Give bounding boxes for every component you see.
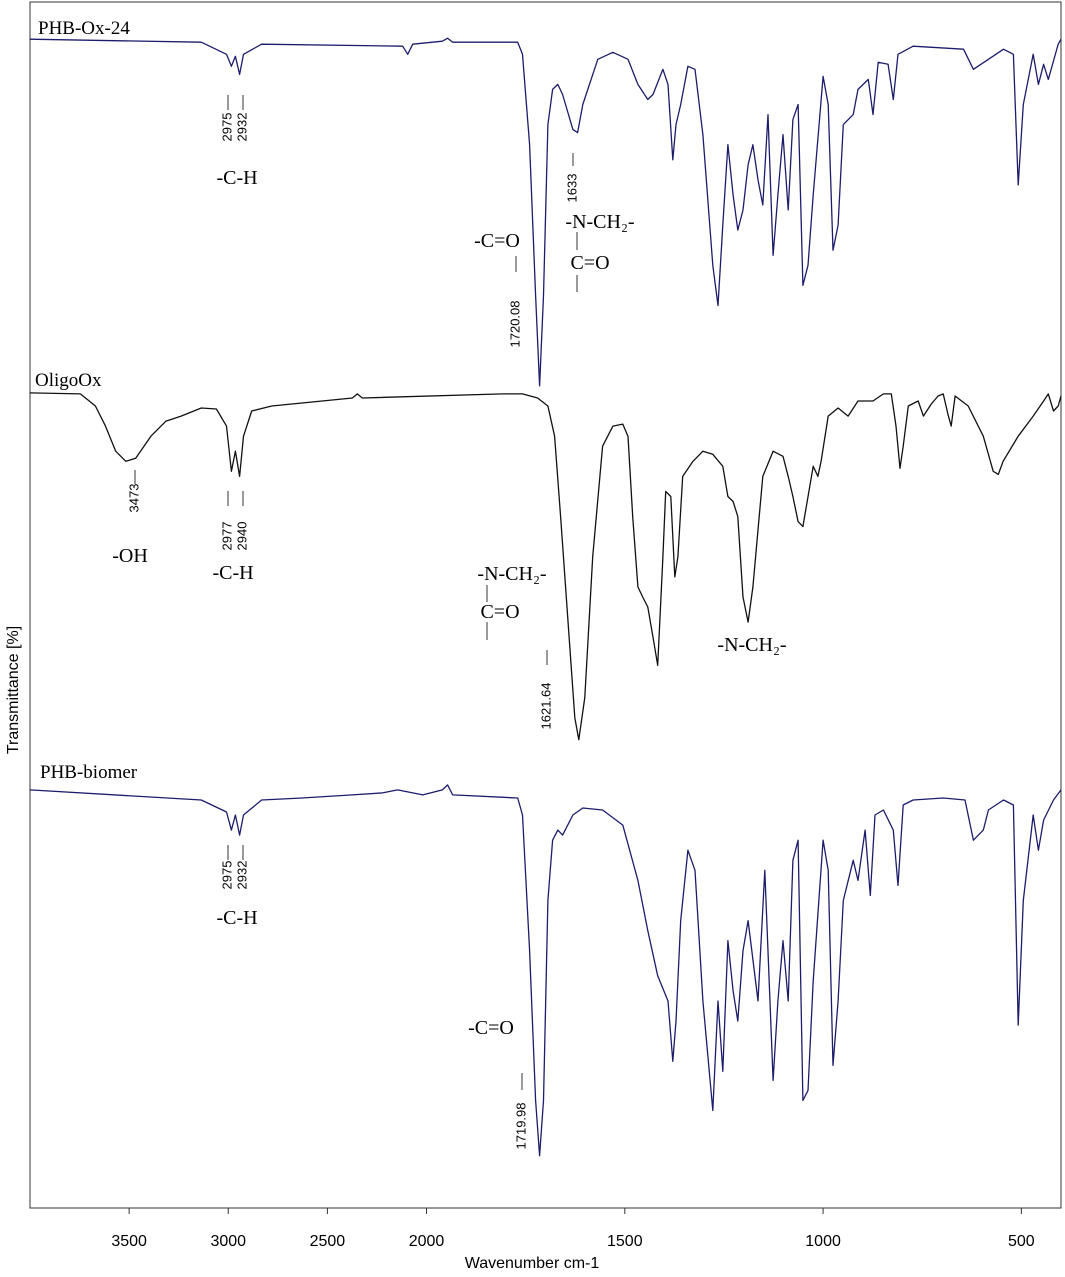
- annotation: -N-CH₂-: [565, 211, 634, 233]
- spectrum-line: [29, 392, 1062, 741]
- annotation: -C-H: [216, 167, 257, 189]
- annotation: C=O: [480, 601, 519, 623]
- annotation: 1633: [564, 174, 579, 203]
- annotation: 3473: [126, 484, 141, 513]
- series-label: PHB-biomer: [40, 762, 138, 783]
- annotation: 2932: [234, 113, 249, 142]
- annotation: 1621.64: [538, 683, 553, 730]
- y-axis-label: Transmittance [%]: [5, 626, 22, 754]
- series-label: OligoOx: [35, 370, 102, 391]
- annotation: 2940: [234, 522, 249, 551]
- annotation: -C-H: [216, 907, 257, 929]
- annotation: 1720.08: [507, 301, 522, 348]
- annotation: -N-CH₂-: [477, 563, 546, 585]
- annotation: -C=O: [474, 230, 520, 252]
- x-axis-label: Wavenumber cm-1: [465, 1255, 600, 1272]
- annotation-leaders: [134, 95, 578, 1090]
- plot-frame: [29, 1, 1062, 1209]
- spectrum-line: [29, 784, 1062, 1157]
- x-tick-label: 2500: [310, 1233, 346, 1250]
- annotation: 1719.98: [513, 1103, 528, 1150]
- annotation: -N-CH₂-: [717, 634, 786, 656]
- x-tick-label: 3500: [111, 1233, 147, 1250]
- annotation: -C-H: [212, 562, 253, 584]
- x-tick-label: 1000: [805, 1233, 841, 1250]
- x-tick-label: 1500: [607, 1233, 643, 1250]
- annotation: 2975: [219, 113, 234, 142]
- annotation: -OH: [112, 545, 148, 567]
- spectrum-line: [29, 37, 1062, 387]
- annotation: C=O: [570, 252, 609, 274]
- annotation: 2977: [219, 522, 234, 551]
- x-tick-label: 3000: [210, 1233, 246, 1250]
- x-tick-label: 2000: [409, 1233, 445, 1250]
- annotation: -C=O: [468, 1017, 514, 1039]
- x-tick-label: 500: [1008, 1233, 1035, 1250]
- series-label: PHB-Ox-24: [38, 18, 130, 39]
- annotation: 2932: [234, 861, 249, 890]
- annotation: 2975: [219, 861, 234, 890]
